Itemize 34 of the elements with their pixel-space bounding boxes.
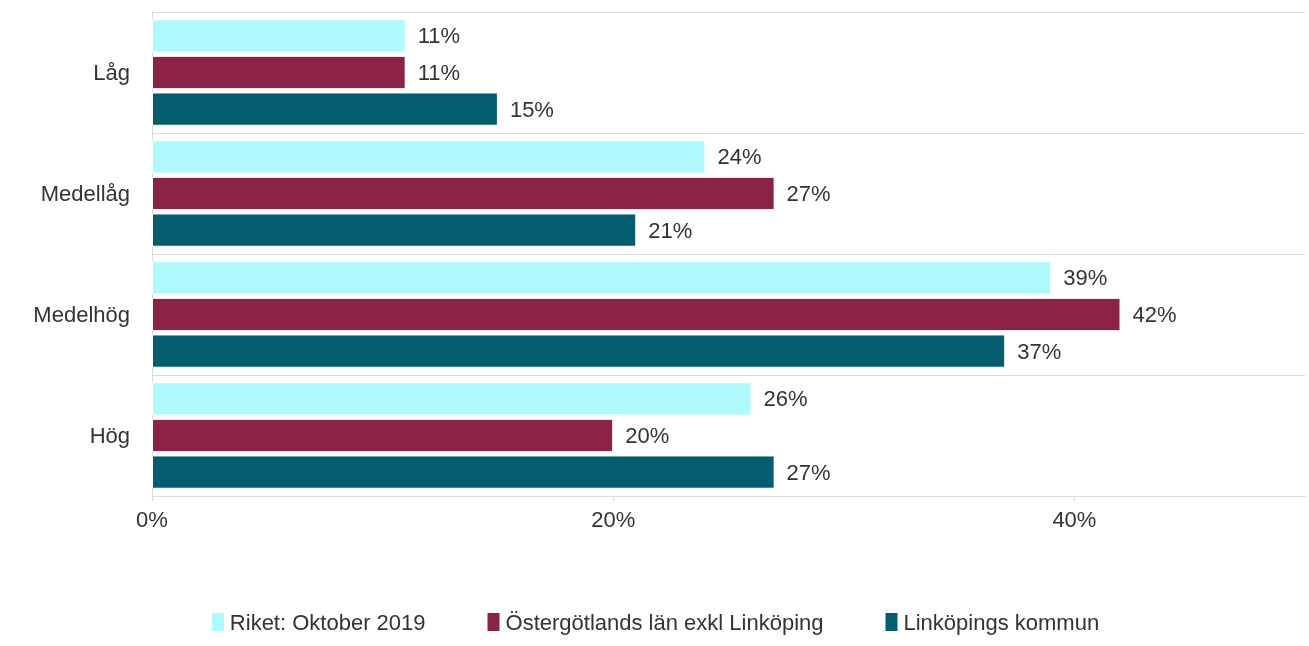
bar [152, 92, 498, 126]
data-label: 42% [1132, 302, 1177, 327]
y-tick-label: Medellåg [40, 181, 130, 206]
bar [152, 334, 1006, 368]
bar [152, 176, 775, 211]
y-tick-label: Hög [89, 423, 130, 448]
data-label: 26% [763, 386, 808, 412]
bar [152, 140, 706, 174]
data-label: 24% [717, 144, 762, 170]
bar [152, 382, 752, 416]
x-tick-label: 20% [591, 506, 636, 532]
data-label: 39% [1063, 265, 1108, 291]
data-label: 11% [417, 60, 461, 85]
data-label: 20% [625, 423, 670, 448]
y-tick-label: Medelhög [33, 302, 130, 327]
bar [152, 55, 406, 90]
bar [152, 418, 614, 453]
data-label: 27% [786, 459, 831, 485]
y-tick-label: Låg [93, 60, 130, 85]
data-label: 27% [786, 181, 831, 206]
x-tick-label: 0% [136, 506, 168, 532]
data-label: 37% [1017, 338, 1062, 364]
data-label: 21% [648, 217, 693, 243]
bar [152, 19, 406, 53]
x-tick-label: 40% [1052, 506, 1097, 532]
legend-label: Östergötlands län exkl Linköping [505, 609, 824, 635]
bar [152, 261, 1052, 295]
bar [152, 297, 1121, 332]
legend-label: Riket: Oktober 2019 [229, 609, 426, 635]
bar [152, 455, 775, 489]
data-label: 15% [509, 96, 554, 122]
bar [152, 213, 637, 247]
data-label: 11% [417, 23, 461, 49]
legend-label: Linköpings kommun [903, 609, 1100, 635]
